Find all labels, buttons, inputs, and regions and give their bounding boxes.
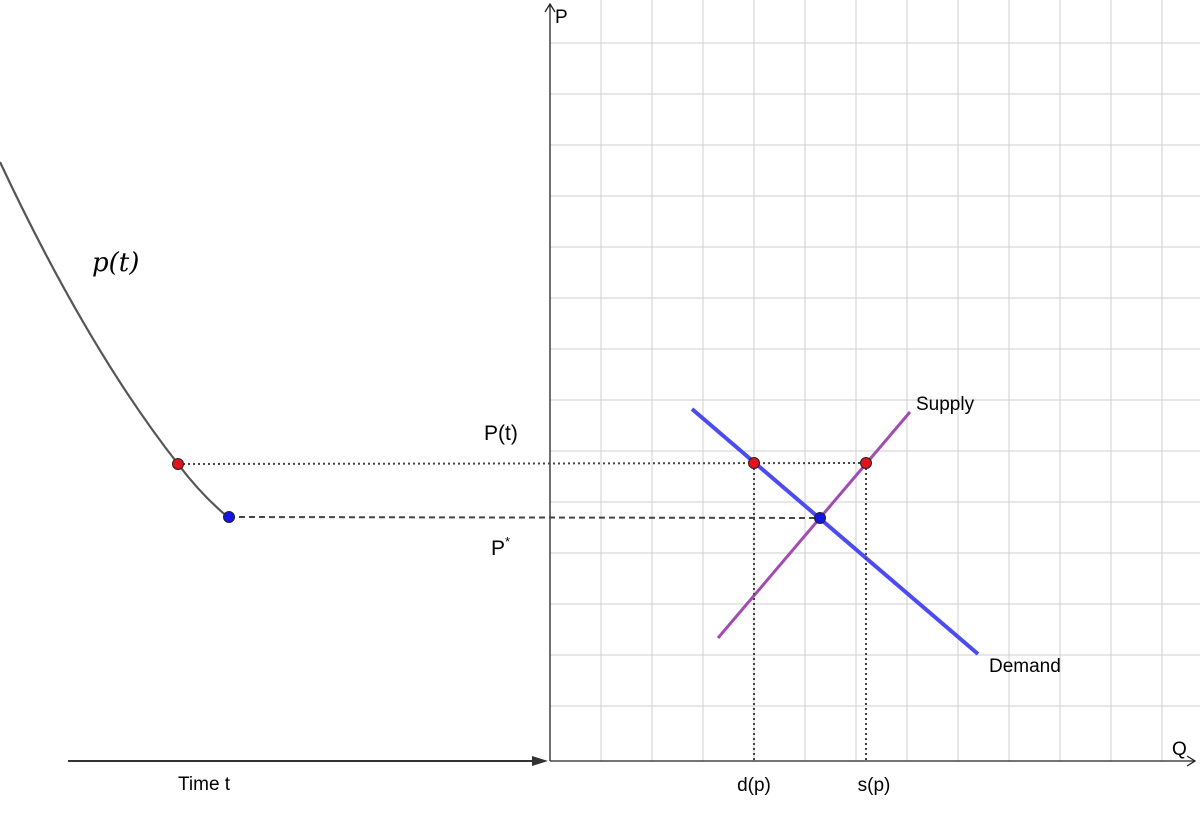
equilibrium-time-point (223, 511, 235, 523)
price-path-label: p(t) (92, 248, 139, 278)
q-axis-label: Q (1172, 739, 1187, 760)
p-axis-arrow-icon (544, 2, 556, 13)
time-axis-label: Time t (178, 774, 231, 795)
demand-label: Demand (989, 656, 1061, 677)
q-axis-arrow-icon (1186, 755, 1197, 767)
price-path-curve (0, 161, 230, 519)
demand-point (748, 457, 760, 469)
pstar-superscript: * (505, 534, 510, 549)
current-price-point (172, 458, 184, 470)
supply-point (860, 457, 872, 469)
pt-guide-line (177, 462, 867, 465)
grid (550, 0, 1200, 761)
pt-label: P(t) (484, 422, 518, 445)
dp-label: d(p) (737, 775, 771, 796)
time-axis-arrow-icon (532, 756, 548, 766)
p-axis-label: P (555, 7, 568, 28)
pstar-label: P* (491, 534, 510, 560)
supply-label: Supply (916, 394, 975, 415)
pstar-guide-line (228, 516, 821, 519)
demand-line (690, 407, 980, 656)
supply-line (716, 411, 912, 639)
sp-label: s(p) (858, 775, 891, 796)
equilibrium-point (814, 512, 826, 524)
